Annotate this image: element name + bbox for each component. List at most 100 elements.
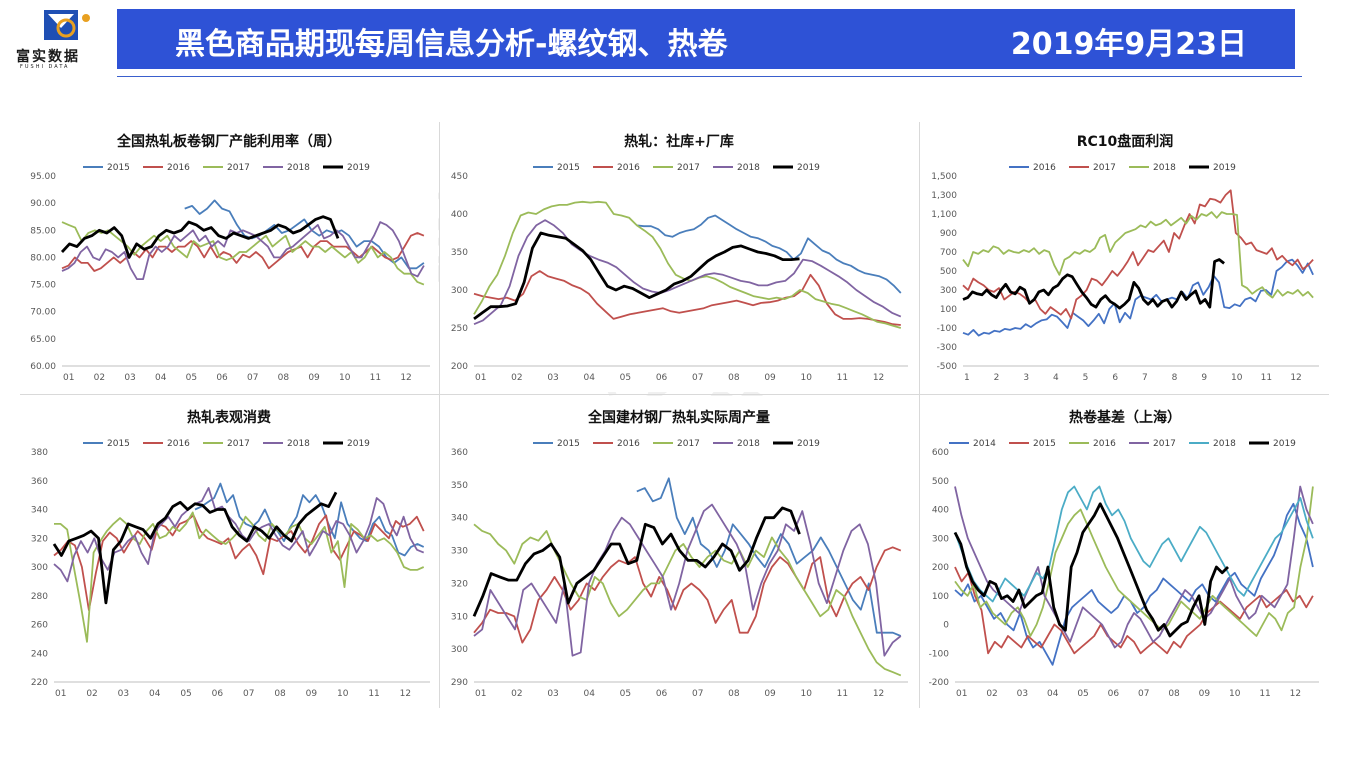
x-tick-label: 8 xyxy=(1172,373,1178,383)
legend-label: 2018 xyxy=(1213,439,1236,449)
legend-entry: 2016 xyxy=(593,163,640,173)
x-tick-label: 01 xyxy=(55,689,66,699)
chart-title: 全国建材钢厂热轧实际周产量 xyxy=(587,409,770,426)
legend-label: 2018 xyxy=(1153,163,1176,173)
legend-label: 2017 xyxy=(1153,439,1176,449)
series-line-2016 xyxy=(473,270,901,326)
x-tick-label: 01 xyxy=(956,689,967,699)
legend-label: 2019 xyxy=(797,163,820,173)
x-tick-label: 12 xyxy=(1290,373,1301,383)
x-tick-label: 05 xyxy=(620,373,631,383)
y-tick-label: 310 xyxy=(451,612,468,622)
x-tick-label: 08 xyxy=(1168,689,1180,699)
series-line-2019 xyxy=(953,502,1229,638)
legend-label: 2014 xyxy=(973,439,996,449)
x-tick-label: 09 xyxy=(308,373,320,383)
legend-entry: 2014 xyxy=(949,439,996,449)
legend-entry: 2018 xyxy=(263,439,310,449)
legend-label: 2017 xyxy=(1093,163,1116,173)
x-tick-label: 08 xyxy=(274,689,286,699)
x-tick-label: 10 xyxy=(1229,689,1241,699)
y-tick-label: 220 xyxy=(31,678,48,688)
x-tick-label: 07 xyxy=(243,689,254,699)
x-tick-label: 08 xyxy=(728,373,740,383)
x-tick-label: 03 xyxy=(124,373,135,383)
chart-apparent-consumption: 热轧表观消费 2015 2016 2017 2018 2019 220 240 260 280 30… xyxy=(31,409,430,699)
x-tick-label: 07 xyxy=(1138,689,1149,699)
legend-label: 2017 xyxy=(227,439,250,449)
y-tick-label: 200 xyxy=(932,563,949,573)
chart-rc10-profit: RC10盘面利润 2016 2017 2018 2019 -500 -300 -100 100 3… xyxy=(931,133,1319,383)
y-tick-label: 300 xyxy=(451,286,468,296)
y-tick-label: 80.00 xyxy=(30,253,56,263)
series-line-2019 xyxy=(52,491,338,605)
logo-text: 富实数据 xyxy=(16,49,80,65)
legend-entry: 2017 xyxy=(203,439,250,449)
legend-entry: 2016 xyxy=(143,163,190,173)
x-tick-label: 02 xyxy=(511,373,522,383)
legend-entry: 2018 xyxy=(1129,163,1176,173)
x-tick-label: 07 xyxy=(247,373,258,383)
chart-title: 热轧：社库+厂库 xyxy=(624,133,734,150)
y-tick-label: 240 xyxy=(31,649,48,659)
panel-divider xyxy=(439,122,440,708)
x-tick-label: 09 xyxy=(764,373,776,383)
series-line-2015 xyxy=(636,214,902,294)
y-tick-label: 340 xyxy=(451,514,468,524)
x-tick-label: 11 xyxy=(837,373,848,383)
y-tick-label: 280 xyxy=(31,592,48,602)
report-date: 2019年9月23日 xyxy=(1010,27,1247,62)
x-tick-label: 02 xyxy=(986,689,997,699)
x-tick-label: 03 xyxy=(1017,689,1028,699)
legend-entry: 2019 xyxy=(773,163,820,173)
chart-panel-inventory: 热轧：社库+厂库 2015 2016 2017 2018 2019 200 250 300 350… xyxy=(440,120,918,392)
legend-label: 2019 xyxy=(347,439,370,449)
legend-entry: 2015 xyxy=(83,439,130,449)
chart-panel-output: 全国建材钢厂热轧实际周产量 2015 2016 2017 2018 2019 290 300 3… xyxy=(440,396,918,708)
series-line-2016 xyxy=(962,258,1314,337)
x-tick-label: 06 xyxy=(212,689,224,699)
legend-entry: 2019 xyxy=(1189,163,1236,173)
x-tick-label: 03 xyxy=(547,373,558,383)
legend-label: 2018 xyxy=(287,439,310,449)
legend-label: 2015 xyxy=(107,163,130,173)
legend-label: 2017 xyxy=(227,163,250,173)
logo-mark-icon xyxy=(44,10,90,40)
panel-divider xyxy=(919,122,920,708)
legend-label: 2015 xyxy=(557,163,580,173)
logo-subtext: FUSHI DATA xyxy=(20,64,70,70)
legend-entry: 2016 xyxy=(143,439,190,449)
x-tick-label: 6 xyxy=(1112,373,1118,383)
chart-weekly-output: 全国建材钢厂热轧实际周产量 2015 2016 2017 2018 2019 290 300 3… xyxy=(451,409,908,699)
chart-title: 全国热轧板卷钢厂产能利用率（周） xyxy=(116,133,341,150)
x-tick-label: 07 xyxy=(692,689,703,699)
x-tick-label: 12 xyxy=(873,373,884,383)
series-line-2017 xyxy=(473,200,902,329)
legend-entry: 2018 xyxy=(713,163,760,173)
x-tick-label: 11 xyxy=(1261,373,1272,383)
legend-entry: 2018 xyxy=(713,439,760,449)
logo: 富实数据 FUSHI DATA xyxy=(6,6,112,70)
x-tick-label: 05 xyxy=(186,373,197,383)
y-tick-label: 100 xyxy=(940,305,957,315)
y-tick-label: 75.00 xyxy=(30,281,56,291)
x-tick-label: 06 xyxy=(216,373,228,383)
x-tick-label: 04 xyxy=(584,689,596,699)
x-tick-label: 08 xyxy=(728,689,740,699)
legend-label: 2016 xyxy=(617,439,640,449)
x-tick-label: 07 xyxy=(692,373,703,383)
legend-label: 2019 xyxy=(797,439,820,449)
legend-label: 2016 xyxy=(1033,163,1056,173)
chart-title: 热卷基差（上海） xyxy=(1069,409,1181,426)
legend-entry: 2017 xyxy=(1129,439,1176,449)
series-line-2018 xyxy=(53,487,425,583)
x-tick-label: 10 xyxy=(339,373,351,383)
legend-entry: 2015 xyxy=(533,163,580,173)
legend-label: 2015 xyxy=(557,439,580,449)
series-line-2017 xyxy=(962,189,1314,320)
x-tick-label: 09 xyxy=(1199,689,1211,699)
x-tick-label: 06 xyxy=(656,689,668,699)
chart-basis-shanghai: 热卷基差（上海） 2014 2015 2016 2017 2018 2019 -200 -100… xyxy=(929,409,1319,699)
page-title: 黑色商品期现每周信息分析-螺纹钢、热卷 xyxy=(175,27,728,62)
y-tick-label: 360 xyxy=(31,477,48,487)
